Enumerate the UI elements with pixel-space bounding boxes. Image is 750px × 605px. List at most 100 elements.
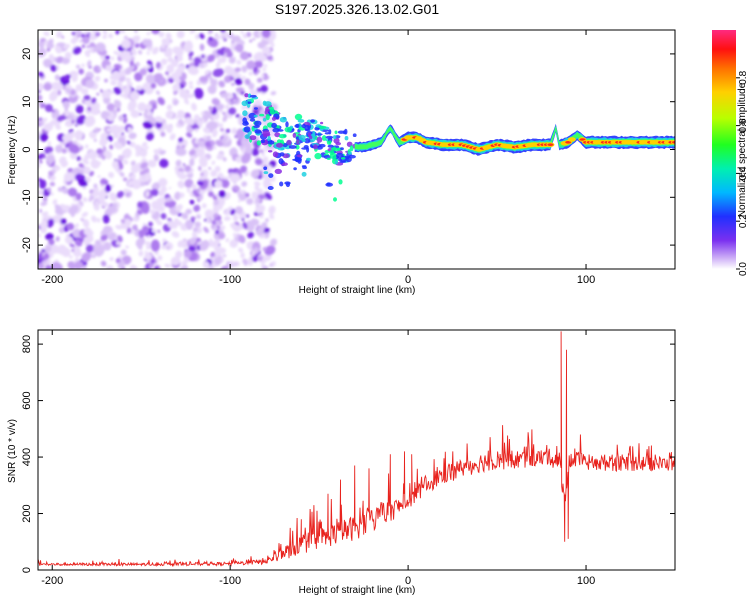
spectrogram-noise-blob (193, 56, 202, 65)
spectrogram-noise-blob (219, 123, 224, 129)
spectrogram-noise-blob (109, 144, 114, 150)
spectrogram-noise-blob (56, 31, 63, 38)
spectrogram-noise-blob (150, 188, 159, 197)
figure-title: S197.2025.326.13.02.G01 (275, 1, 439, 17)
spectrogram-noise-blob (139, 68, 148, 76)
spectrogram-noise-blob (189, 158, 195, 167)
colorbar-tick-label: 0.0 (738, 262, 749, 276)
spectrogram-noise-blob (74, 124, 78, 127)
spectrogram-noise-blob (241, 75, 246, 80)
spectrogram-noise-blob (259, 214, 264, 219)
spectrogram-noise-blob (77, 251, 82, 257)
spectrogram-noise-blob (77, 34, 81, 38)
spectrogram-noise-blob (58, 227, 65, 234)
spectrogram-signal-blob (256, 140, 262, 146)
spectrogram-noise-blob (153, 154, 160, 162)
spectrogram-noise-blob (196, 79, 202, 86)
spectrogram-noise-blob (171, 231, 180, 238)
spectrogram-noise-blob (218, 205, 223, 210)
spectrogram-signal-blob (334, 160, 338, 165)
spectrogram-noise-blob (215, 229, 220, 235)
spectrogram-signal-blob (262, 100, 267, 106)
spectrogram-noise-blob (166, 245, 170, 250)
spectrogram-noise-blob (144, 252, 152, 261)
spectrogram-signal-blob (244, 93, 249, 98)
spectrogram-noise-blob (59, 211, 64, 216)
snr-series-line (38, 331, 675, 568)
spectrogram-noise-blob (43, 83, 52, 91)
spectrogram-noise-blob (144, 103, 153, 111)
spectrogram-noise-blob (199, 156, 208, 164)
spectrogram-noise-blob (134, 144, 143, 152)
spectrogram-noise-blob (137, 102, 147, 112)
spectrogram-noise-blob (229, 239, 238, 248)
spectrogram-noise-blob (146, 51, 150, 55)
spectrogram-noise-blob (257, 227, 265, 233)
spectrogram-noise-blob (207, 191, 214, 198)
spectrogram-noise-blob (130, 109, 140, 118)
spectrogram-signal-blob (295, 144, 300, 150)
spectrogram-noise-blob (102, 30, 108, 36)
spectrogram-noise-blob (54, 45, 62, 54)
spectrogram-noise-blob (185, 219, 194, 229)
spectrogram-signal-blob (327, 144, 334, 148)
spectrogram-noise-blob (134, 43, 140, 49)
spectrogram-noise-blob (176, 30, 185, 39)
spectrogram-noise-blob (254, 158, 263, 166)
spectrogram-noise-blob (125, 56, 132, 63)
spectrogram-noise-blob (157, 229, 161, 234)
spectrogram-noise-blob (72, 228, 81, 238)
spectrogram-noise-blob (215, 103, 225, 111)
spectrogram-noise-blob (243, 261, 248, 266)
spectrogram-noise-blob (200, 54, 206, 59)
spectrogram-noise-blob (251, 191, 259, 200)
spectrogram-noise-blob (231, 147, 238, 155)
spectrogram-noise-blob (207, 85, 217, 95)
snr-x-tick-label: -200 (41, 575, 63, 587)
spectrogram-noise-blob (72, 40, 76, 45)
spectrogram-noise-blob (123, 188, 128, 193)
spectrogram-noise-blob (245, 146, 253, 154)
spectrogram-noise-blob (94, 244, 105, 257)
spectrogram-noise-blob (169, 133, 176, 141)
spectrogram-noise-blob (183, 250, 192, 258)
spectrogram-signal-blob (326, 182, 331, 186)
spectrogram-noise-blob (210, 170, 218, 177)
spectrogram-noise-blob (118, 74, 126, 83)
spectrogram-noise-blob (43, 31, 50, 37)
spectrogram-noise-blob (140, 161, 149, 169)
spectrogram-noise-blob (188, 51, 194, 57)
spectrogram-noise-blob (48, 238, 55, 246)
spectrogram-noise-blob (189, 199, 195, 205)
spectrogram-noise-blob (232, 214, 239, 222)
spectrogram-signal-blob (348, 151, 352, 155)
spectrogram-noise-blob (84, 144, 89, 149)
spectrogram-noise-blob (143, 172, 151, 182)
spectrogram-noise-blob (205, 135, 212, 142)
spectrogram-noise-blob (108, 33, 113, 39)
spectrogram-noise-blob (231, 127, 237, 135)
spectrogram-noise-blob (42, 117, 48, 123)
spectrogram-noise-blob (246, 60, 256, 70)
spectrogram-noise-blob (64, 121, 74, 128)
spectrogram-noise-blob (164, 201, 169, 207)
spectrogram-signal-blob (268, 173, 274, 179)
spectrogram-noise-blob (151, 228, 157, 233)
spectrogram-noise-blob (130, 160, 136, 166)
spectrogram-noise-blob (232, 232, 238, 238)
spectrogram-signal-blob (316, 136, 323, 143)
spectrogram-noise-blob (100, 201, 109, 207)
spectrogram-noise-blob (113, 100, 122, 109)
spectrogram-noise-blob (38, 262, 45, 269)
spectrogram-noise-blob (155, 115, 164, 123)
spectrogram-noise-blob (152, 46, 159, 55)
spectrogram-noise-blob (43, 123, 53, 131)
spectrogram-signal-blob (337, 130, 345, 134)
spectrogram-noise-blob (100, 55, 106, 61)
spectrogram-noise-blob (102, 241, 112, 251)
spectrogram-noise-blob (119, 30, 123, 34)
spectrogram-signal-blob (265, 113, 270, 121)
spectrogram-noise-blob (204, 261, 210, 268)
spectrogram-noise-blob (179, 90, 189, 98)
spectrogram-noise-blob (68, 205, 79, 215)
